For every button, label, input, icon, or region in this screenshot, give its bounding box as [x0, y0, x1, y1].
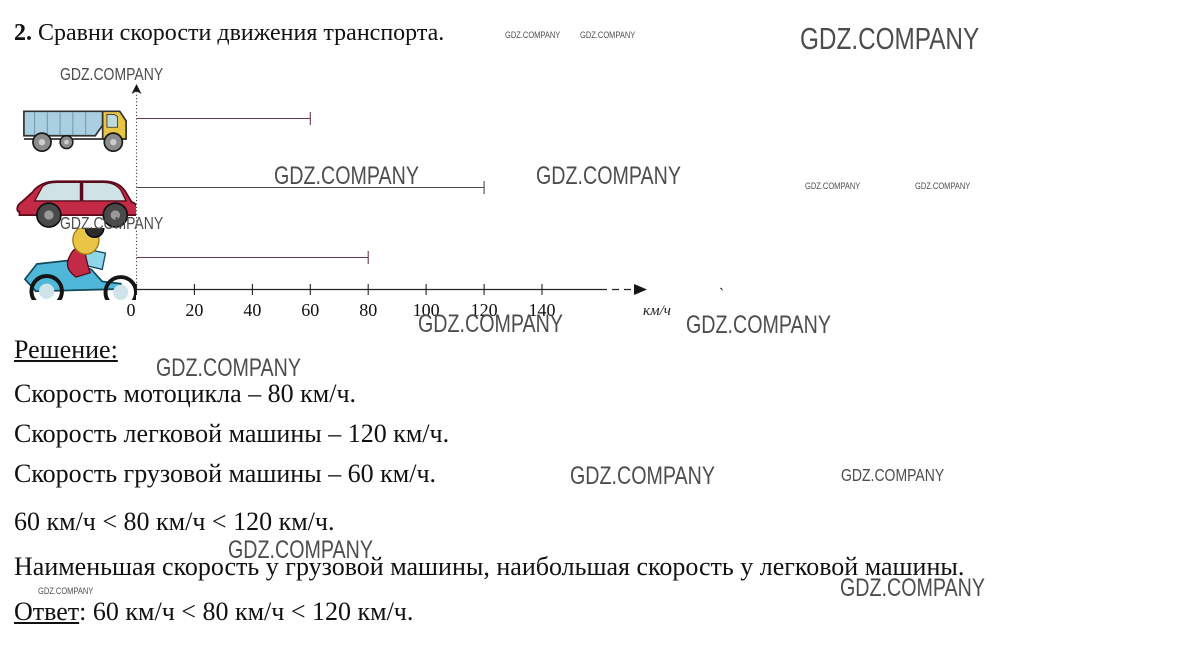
svg-text:40: 40: [243, 300, 261, 320]
svg-text:20: 20: [185, 300, 203, 320]
svg-text:80: 80: [359, 300, 377, 320]
svg-text:км/ч: км/ч: [643, 303, 671, 319]
svg-text:60: 60: [301, 300, 319, 320]
svg-text:0: 0: [127, 300, 136, 320]
